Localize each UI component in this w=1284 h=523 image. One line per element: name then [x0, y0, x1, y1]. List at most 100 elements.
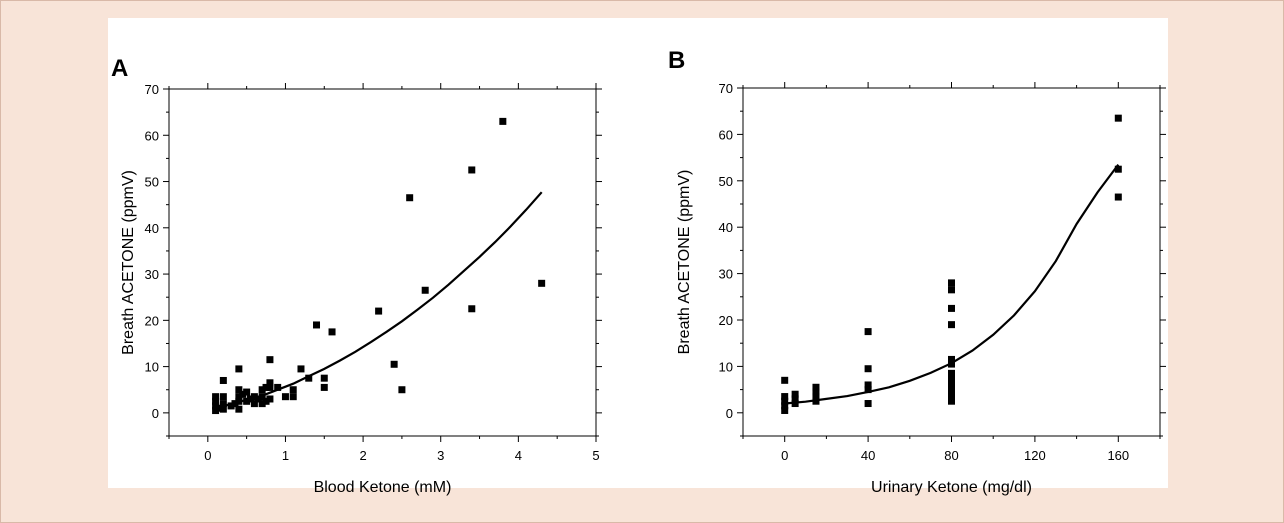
x-axis-title-a: Blood Ketone (mM) [314, 479, 452, 496]
data-point-b [781, 402, 789, 410]
chart-b: 0 40 80 120 160 0 10 20 30 40 50 60 70 Urinary Ketone… [668, 47, 1166, 496]
data-point-a [266, 356, 274, 364]
y-tick-label-b: 50 [719, 174, 733, 189]
data-point-a [219, 400, 227, 408]
data-point-b [864, 400, 872, 408]
data-point-a [243, 388, 251, 396]
data-point-b [812, 397, 820, 405]
data-point-b [948, 304, 955, 312]
x-tick-label-b: 120 [1024, 448, 1046, 463]
data-point-a [250, 400, 258, 408]
data-point-a [289, 386, 297, 394]
data-point-a [254, 395, 262, 403]
data-point-b [948, 286, 955, 294]
x-axis-title-b: Urinary Ketone (mg/dl) [871, 479, 1032, 496]
data-point-a [266, 383, 274, 391]
data-point-a [281, 393, 289, 401]
data-point-b [791, 400, 799, 408]
data-point-a [239, 390, 247, 398]
y-tick-label-a: 50 [145, 175, 159, 190]
y-tick-label-a: 0 [152, 406, 159, 421]
data-point-b [948, 369, 955, 377]
data-point-a [398, 386, 406, 394]
data-point-a [219, 393, 227, 401]
x-tick-label-a: 1 [282, 448, 289, 463]
data-point-a [499, 117, 507, 125]
data-point-a [231, 400, 239, 408]
data-point-b [781, 376, 789, 384]
y-tick-label-b: 70 [719, 81, 733, 96]
data-point-b [791, 390, 799, 398]
x-tick-label-a: 0 [204, 448, 211, 463]
y-tick-label-b: 60 [719, 127, 733, 142]
data-point-a [235, 405, 243, 413]
data-point-a [289, 393, 297, 401]
x-tick-label-a: 2 [359, 448, 366, 463]
y-tick-label-a: 60 [145, 128, 159, 143]
data-point-a [258, 393, 266, 401]
data-point-a [212, 407, 220, 415]
y-tick-label-b: 0 [726, 406, 733, 421]
y-tick-label-b: 30 [719, 267, 733, 282]
x-tick-label-b: 160 [1107, 448, 1129, 463]
data-point-a [320, 374, 328, 382]
data-point-a [313, 321, 321, 329]
y-tick-label-a: 40 [145, 221, 159, 236]
data-point-b [948, 355, 955, 363]
y-tick-label-a: 30 [145, 267, 159, 282]
data-point-a [235, 365, 243, 373]
data-point-b [781, 406, 789, 414]
panel-label-a: A [111, 55, 128, 82]
data-point-a [219, 405, 227, 413]
data-point-b [864, 328, 872, 336]
data-point-a [328, 328, 336, 336]
data-point-b [948, 321, 955, 329]
y-tick-label-a: 20 [145, 313, 159, 328]
data-point-a [274, 383, 282, 391]
data-point-a [468, 166, 476, 174]
data-point-b [864, 386, 872, 394]
data-point-b [1114, 114, 1122, 122]
fit-curve-a [215, 191, 543, 410]
data-point-b [948, 397, 955, 405]
data-point-b [948, 379, 955, 387]
data-point-b [948, 374, 955, 382]
x-tick-label-a: 4 [515, 448, 522, 463]
data-point-b [812, 393, 820, 401]
data-point-a [262, 383, 270, 391]
data-point-b [1114, 193, 1122, 201]
data-point-a [227, 402, 235, 410]
data-point-a [215, 404, 223, 412]
data-point-a [468, 305, 476, 313]
data-point-a [235, 386, 243, 394]
y-axis-title-a: Breath ACETONE (ppmV) [120, 170, 137, 355]
data-point-a [212, 397, 220, 405]
y-tick-label-a: 10 [145, 360, 159, 375]
x-tick-label-a: 3 [437, 448, 444, 463]
data-point-a [235, 393, 243, 401]
data-point-a [266, 379, 274, 387]
figure-panel [108, 18, 1168, 488]
data-point-b [781, 393, 789, 401]
data-point-a [262, 397, 270, 405]
data-point-b [812, 383, 820, 391]
data-point-a [258, 400, 266, 408]
x-tick-label-b: 40 [861, 448, 875, 463]
data-point-a [406, 194, 414, 202]
data-point-a [250, 393, 258, 401]
data-point-b [948, 388, 955, 396]
y-tick-label-b: 40 [719, 220, 733, 235]
data-point-a [212, 393, 220, 401]
data-point-a [305, 374, 313, 382]
data-point-b [864, 365, 872, 373]
data-point-b [948, 279, 955, 287]
data-point-a [375, 307, 383, 315]
data-point-a [235, 397, 243, 405]
data-point-a [538, 279, 546, 287]
data-point-a [243, 397, 251, 405]
data-point-a [297, 365, 305, 373]
data-point-a [219, 376, 227, 384]
y-tick-label-a: 70 [145, 82, 159, 97]
panel-label-b: B [668, 47, 685, 74]
